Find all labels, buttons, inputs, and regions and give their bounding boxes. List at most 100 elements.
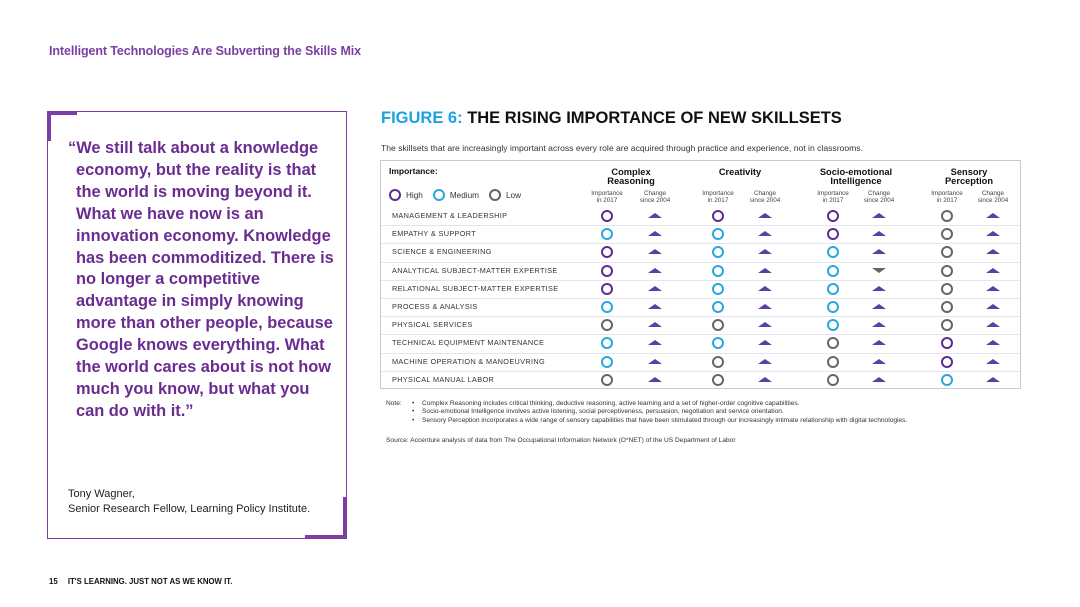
row-label: TECHNICAL EQUIPMENT MAINTENANCE <box>392 338 545 348</box>
importance-high-icon <box>712 210 724 222</box>
importance-medium-icon <box>941 373 953 386</box>
importance-medium-icon <box>827 264 839 277</box>
subheader-line1: Change <box>753 190 777 197</box>
row-label: PROCESS & ANALYSIS <box>392 302 478 311</box>
arrow-up-icon <box>648 376 662 382</box>
subheader-change: Change since 2004 <box>854 190 904 204</box>
arrow-up-icon <box>872 376 886 382</box>
arrow-up-icon <box>986 304 1000 309</box>
legend-item-low: Low <box>488 189 521 201</box>
subheader-line1: Importance <box>817 190 849 197</box>
importance-high-icon <box>601 282 613 295</box>
group-head-line2: Reasoning <box>607 176 655 186</box>
arrow-up-icon <box>758 231 772 237</box>
subheader-line2: since 2004 <box>749 197 781 204</box>
skills-table: Importance: High Medium Low Complex Reas… <box>380 160 1021 389</box>
importance-high-icon <box>601 264 613 277</box>
figure-title: FIGURE 6: THE RISING IMPORTANCE OF NEW S… <box>381 109 842 128</box>
subheader-importance: Importance in 2017 <box>582 190 632 204</box>
arrow-up-icon <box>648 340 662 346</box>
row-divider <box>381 279 1020 281</box>
importance-medium-icon <box>712 337 724 350</box>
row-divider <box>381 316 1020 318</box>
importance-low-icon <box>941 282 953 295</box>
subheader-line1: Change <box>643 190 667 197</box>
importance-low-icon <box>827 337 839 350</box>
arrow-up-icon <box>758 340 772 346</box>
arrow-up-icon <box>758 285 772 291</box>
row-label: RELATIONAL SUBJECT-MATTER EXPERTISE <box>392 283 559 293</box>
importance-low-icon <box>712 373 724 386</box>
arrow-up-icon <box>648 358 662 364</box>
quote-author-name: Tony Wagner, <box>68 488 135 500</box>
figure-title-prefix: FIGURE 6: <box>381 109 463 127</box>
arrow-up-icon <box>872 340 886 346</box>
subheader-line2: in 2017 <box>707 197 729 204</box>
importance-medium-icon <box>827 301 839 313</box>
row-divider <box>381 225 1020 227</box>
importance-medium-icon <box>712 228 724 241</box>
importance-legend: High Medium Low <box>389 189 531 201</box>
note-label: Note: <box>386 400 402 407</box>
importance-low-icon <box>941 301 953 313</box>
arrow-up-icon <box>872 322 886 328</box>
arrow-up-icon <box>648 322 662 328</box>
row-label: EMPATHY & SUPPORT <box>392 229 477 239</box>
row-label: MACHINE OPERATION & MANOEUVRING <box>392 356 546 366</box>
subheader-change: Change since 2004 <box>740 190 790 204</box>
subheader-importance: Importance in 2017 <box>808 190 858 204</box>
subheader-line1: Change <box>867 190 891 197</box>
subheader-line1: Importance <box>702 190 734 197</box>
arrow-up-icon <box>872 249 886 255</box>
importance-medium-icon <box>827 319 839 332</box>
importance-medium-icon <box>601 228 613 241</box>
row-divider <box>381 243 1020 245</box>
note-item: Socio-emotional Intelligence involves ac… <box>412 408 972 417</box>
group-head-line2: Perception <box>944 176 994 186</box>
arrow-up-icon <box>986 322 1000 328</box>
arrow-up-icon <box>758 213 772 218</box>
note-item: Complex Reasoning includes critical thin… <box>412 400 972 409</box>
arrow-up-icon <box>986 340 1000 346</box>
row-divider <box>381 334 1020 336</box>
arrow-up-icon <box>758 322 772 328</box>
importance-medium-icon <box>601 301 613 313</box>
arrow-up-icon <box>986 267 1000 273</box>
row-divider <box>381 297 1020 299</box>
quote-accent-right-bottom <box>343 497 347 539</box>
subheader-importance: Importance in 2017 <box>693 190 743 204</box>
arrow-up-icon <box>872 358 886 364</box>
importance-medium-icon <box>601 355 613 368</box>
arrow-up-icon <box>758 358 772 364</box>
page-header-title: Intelligent Technologies Are Subverting … <box>49 44 362 58</box>
group-head-line2: Intelligence <box>830 176 882 186</box>
importance-high-icon <box>601 210 613 222</box>
arrow-up-icon <box>758 376 772 382</box>
importance-high-icon <box>941 337 953 350</box>
notes-list: Complex Reasoning includes critical thin… <box>412 400 972 425</box>
arrow-up-icon <box>648 213 662 218</box>
importance-medium-icon <box>827 246 839 259</box>
importance-high-icon <box>601 246 613 259</box>
subheader-line2: since 2004 <box>863 197 895 204</box>
subheader-change: Change since 2004 <box>968 190 1018 204</box>
subheader-line2: since 2004 <box>639 197 671 204</box>
quote-accent-top-left <box>47 111 77 115</box>
quote-author: Tony Wagner, Senior Research Fellow, Lea… <box>68 487 310 517</box>
subheader-line1: Change <box>981 190 1005 197</box>
figure-title-text: THE RISING IMPORTANCE OF NEW SKILLSETS <box>467 109 842 127</box>
quote-accent-left-top <box>47 111 51 141</box>
importance-low-icon <box>827 373 839 386</box>
importance-medium-icon <box>712 301 724 313</box>
importance-high-icon <box>827 210 839 222</box>
arrow-up-icon <box>648 267 662 273</box>
group-head-complex-reasoning: Complex Reasoning <box>576 167 686 186</box>
group-head-line1: Socio-emotional <box>819 167 893 177</box>
legend-label-medium: Medium <box>449 190 479 200</box>
subheader-line2: in 2017 <box>822 197 844 204</box>
page-number: 15 <box>49 577 58 586</box>
quote-text: “We still talk about a knowledge economy… <box>68 139 334 420</box>
row-label: SCIENCE & ENGINEERING <box>392 247 492 257</box>
quote-author-title: Senior Research Fellow, Learning Policy … <box>68 503 311 515</box>
legend-label-high: High <box>406 190 423 200</box>
